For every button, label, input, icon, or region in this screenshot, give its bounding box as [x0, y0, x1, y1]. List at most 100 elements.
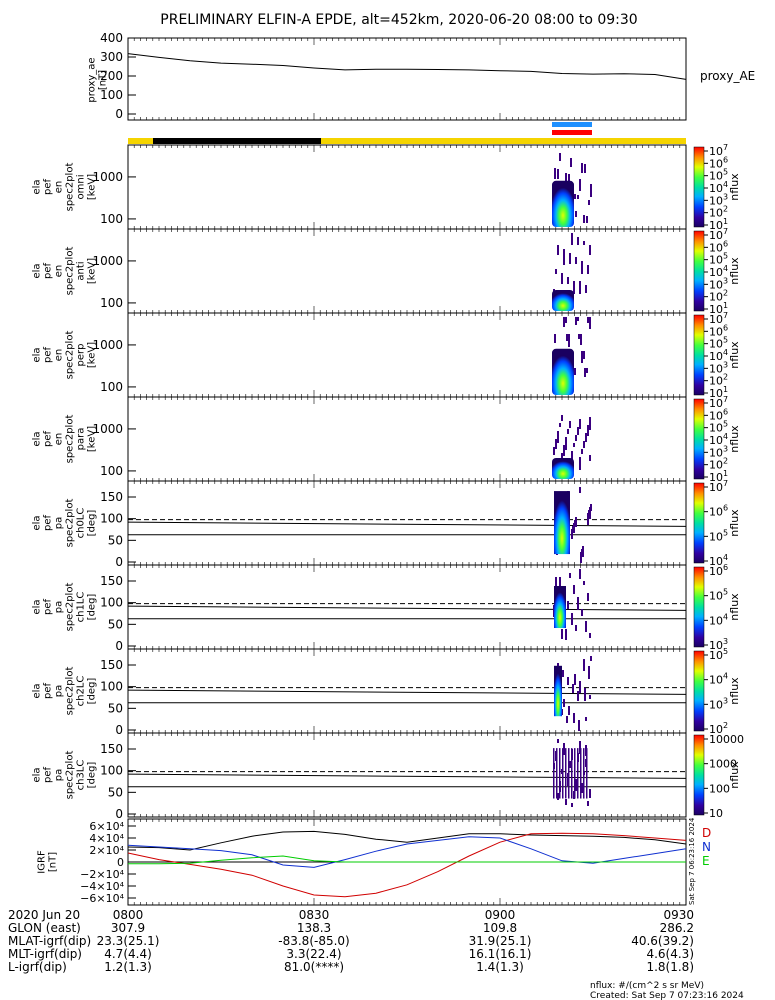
- colorbar: [693, 146, 705, 228]
- flux-streak: [557, 245, 559, 254]
- colorbar: [693, 650, 705, 732]
- panel-frame: [127, 228, 687, 314]
- y-tick-label: 1000: [92, 422, 123, 436]
- table-row-label: MLAT-igrf(dip): [8, 934, 91, 948]
- table-cell: 138.3: [297, 921, 331, 935]
- colorbar-tick-label: 106: [709, 504, 728, 519]
- table-cell: 1.4(1.3): [476, 960, 524, 974]
- flux-streak: [577, 195, 579, 199]
- y-axis-label: ch3LC: [76, 760, 87, 791]
- table-row-label: MLT-igrf(dip): [8, 947, 82, 961]
- flux-streak: [577, 237, 579, 245]
- y-axis-label: [deg]: [87, 762, 98, 789]
- y-axis-label: [keV]: [87, 258, 98, 284]
- flux-streak: [567, 677, 569, 685]
- loss-cone-line: [127, 689, 687, 695]
- y-axis-label: spec2plot: [65, 163, 76, 212]
- y-axis-label: omni: [76, 175, 87, 200]
- flux-streak: [585, 433, 587, 442]
- colorbar-tick-label: 104: [709, 612, 728, 627]
- flux-streak: [586, 216, 588, 223]
- flux-streak: [586, 748, 588, 799]
- collection-marker-red: [552, 130, 592, 135]
- science-zone-bar: [128, 138, 686, 144]
- y-tick-label: 150: [100, 742, 123, 756]
- flux-streak: [577, 427, 579, 435]
- flux-streak: [579, 569, 581, 579]
- flux-streak: [555, 269, 557, 274]
- table-cell: 4.6(4.3): [646, 947, 694, 961]
- flux-streak: [578, 720, 580, 731]
- y-axis-label: spec2plot: [65, 331, 76, 380]
- table-cell: 4.7(4.4): [104, 947, 152, 961]
- table-cell: 1.8(1.8): [646, 960, 694, 974]
- flux-blob: [554, 665, 562, 717]
- flux-streak: [565, 748, 567, 799]
- flux-streak: [556, 748, 558, 799]
- flux-streak: [575, 435, 577, 441]
- flux-streak: [587, 265, 589, 274]
- flux-streak: [579, 179, 581, 191]
- y-axis-label: ela: [32, 179, 43, 194]
- collection-marker-blue: [552, 122, 592, 127]
- flux-streak: [575, 625, 577, 631]
- flux-streak: [568, 334, 570, 347]
- flux-streak: [559, 577, 561, 587]
- flux-streak: [568, 748, 570, 799]
- y-tick-label: 400: [100, 31, 123, 45]
- y-axis-label: pef: [43, 683, 54, 700]
- flux-blob: [552, 458, 574, 479]
- y-axis-label: pa: [54, 517, 65, 529]
- flux-streak: [569, 761, 571, 768]
- flux-streak: [567, 429, 569, 434]
- flux-streak: [574, 674, 576, 685]
- y-axis-label: spec2plot: [65, 499, 76, 548]
- flux-streak: [570, 158, 572, 167]
- flux-streak: [569, 421, 571, 428]
- y-tick-label: 6×10⁴: [89, 820, 124, 833]
- flux-streak: [571, 613, 573, 625]
- flux-streak: [584, 164, 586, 173]
- y-axis-label: pef: [43, 515, 54, 532]
- flux-streak: [577, 597, 579, 610]
- flux-streak: [573, 281, 575, 294]
- shadow-bar: [153, 138, 321, 144]
- colorbar-label: nflux: [728, 677, 741, 705]
- flux-streak: [572, 526, 574, 531]
- flux-streak: [571, 803, 573, 807]
- flux-streak: [574, 748, 576, 799]
- colorbar-tick-label: 10: [709, 807, 723, 820]
- flux-blob: [552, 348, 574, 395]
- y-tick-label: 200: [100, 69, 123, 83]
- table-cell: 307.9: [111, 921, 145, 935]
- y-axis-label: [nT]: [48, 852, 59, 872]
- y-axis-label: ch0LC: [76, 508, 87, 539]
- flux-streak: [561, 273, 563, 284]
- panel-frame: [127, 312, 687, 398]
- flux-streak: [555, 577, 557, 586]
- y-tick-label: 0: [115, 723, 123, 737]
- y-tick-label: 4×10⁴: [89, 832, 124, 845]
- flux-streak: [583, 581, 585, 585]
- flux-streak: [579, 741, 581, 754]
- flux-streak: [579, 681, 581, 693]
- y-tick-label: 150: [100, 658, 123, 672]
- flux-streak: [563, 699, 565, 707]
- footnote: nflux: #/(cm^2 s sr MeV): [590, 981, 704, 991]
- table-cell: 81.0(****): [284, 960, 344, 974]
- igrf-legend-item: E: [702, 854, 710, 868]
- colorbar: [693, 230, 705, 312]
- flux-streak: [583, 241, 585, 245]
- flux-streak: [562, 748, 564, 799]
- flux-streak: [557, 739, 559, 743]
- y-tick-label: 1000: [92, 170, 123, 184]
- flux-streak: [569, 573, 571, 578]
- flux-streak: [573, 713, 575, 723]
- colorbar-tick-label: 106: [709, 563, 728, 578]
- y-axis-label: pa: [54, 685, 65, 697]
- y-tick-label: 50: [108, 617, 123, 631]
- flux-streak: [557, 793, 559, 800]
